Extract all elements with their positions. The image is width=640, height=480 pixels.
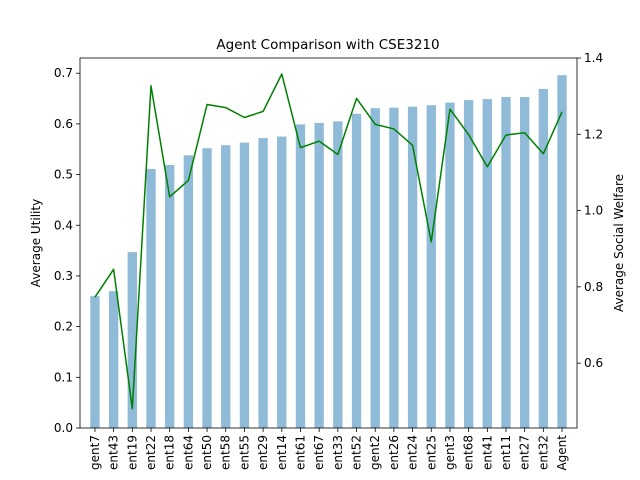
axes-layer <box>79 57 578 429</box>
bar-ent18 <box>165 164 175 428</box>
y-tick-label: 0.7 <box>54 66 73 80</box>
y2-tick-label: 1.4 <box>584 51 603 65</box>
bar-ent61 <box>295 124 306 429</box>
x-tick-label: ent22 <box>144 435 158 470</box>
bar-gent2 <box>370 108 380 429</box>
welfare-line-layer <box>94 73 563 410</box>
bar-ent50 <box>202 148 212 428</box>
x-tick-label: gent7 <box>88 435 102 470</box>
x-tick-label: ent11 <box>499 435 513 470</box>
x-tick-label: ent24 <box>406 435 420 470</box>
x-tick-label: ent43 <box>107 435 121 470</box>
bar-gent3 <box>445 102 455 428</box>
bar-ent29 <box>258 138 268 428</box>
x-tick-label: ent25 <box>424 435 438 470</box>
bar-ent27 <box>520 97 530 428</box>
x-tick-label: ent41 <box>480 435 494 470</box>
y2-tick-label: 1.2 <box>584 127 603 141</box>
x-tick-label: ent61 <box>293 435 307 470</box>
bar-ent22 <box>146 169 156 428</box>
bar-ent68 <box>463 100 474 428</box>
y-tick-label: 0.6 <box>54 117 73 131</box>
bar-ent25 <box>426 105 436 428</box>
y2-axis-label: Average Social Welfare <box>612 174 626 312</box>
y-tick-label: 0.2 <box>54 320 73 334</box>
x-tick-label: ent18 <box>163 435 177 470</box>
x-tick-label: ent27 <box>518 435 532 470</box>
bar-ent24 <box>407 106 418 428</box>
y-tick-label: 0.4 <box>54 218 73 232</box>
chart-title: Agent Comparison with CSE3210 <box>216 37 439 53</box>
x-tick-label: ent64 <box>181 435 195 470</box>
bar-Agent <box>557 75 567 428</box>
bar-ent33 <box>333 121 343 429</box>
y-tick-label: 0.1 <box>54 370 73 384</box>
x-tick-label: ent58 <box>219 435 233 470</box>
bar-ent32 <box>538 88 549 429</box>
bar-ent41 <box>482 99 492 429</box>
bar-ent19 <box>127 252 137 428</box>
x-tick-label: ent50 <box>200 435 214 470</box>
x-tick-label: Agent <box>555 435 569 471</box>
bar-ent58 <box>221 145 231 428</box>
y2-tick-label: 1.0 <box>584 204 603 218</box>
y2-tick-label: 0.8 <box>584 280 603 294</box>
x-tick-label: ent32 <box>536 435 550 470</box>
bar-gent7 <box>90 296 100 428</box>
x-tick-label: ent68 <box>462 435 476 470</box>
x-tick-label: ent55 <box>237 435 251 470</box>
y-tick-label: 0.3 <box>54 269 73 283</box>
x-tick-label: ent14 <box>275 435 289 470</box>
bar-ent67 <box>314 122 324 428</box>
bar-ent14 <box>277 136 287 428</box>
x-tick-label: gent3 <box>443 435 457 470</box>
y2-tick-label: 0.6 <box>584 356 603 370</box>
x-tick-label: ent33 <box>331 435 345 470</box>
ticks-layer: 0.0 0.1 0.2 0.3 0.4 0.5 0.6 0.7 0.6 0.8 1.0 1.2 1.4 g… <box>54 51 603 471</box>
x-tick-label: gent2 <box>368 435 382 470</box>
welfare-line <box>94 73 563 410</box>
bar-ent43 <box>108 291 119 428</box>
y-tick-label: 0.5 <box>54 168 73 182</box>
bars-layer <box>90 75 567 429</box>
bar-ent55 <box>239 142 250 428</box>
x-tick-label: ent52 <box>350 435 364 470</box>
plot-frame <box>79 57 578 429</box>
y-tick-label: 0.0 <box>54 421 73 435</box>
bar-ent26 <box>389 107 399 429</box>
x-tick-label: ent67 <box>312 435 326 470</box>
x-tick-label: ent26 <box>387 435 401 470</box>
x-tick-label: ent19 <box>125 435 139 470</box>
y-axis-label: Average Utility <box>29 199 43 287</box>
bar-ent52 <box>351 113 362 428</box>
bar-ent11 <box>501 97 511 428</box>
bar-ent64 <box>183 155 194 428</box>
x-tick-label: ent29 <box>256 435 270 470</box>
